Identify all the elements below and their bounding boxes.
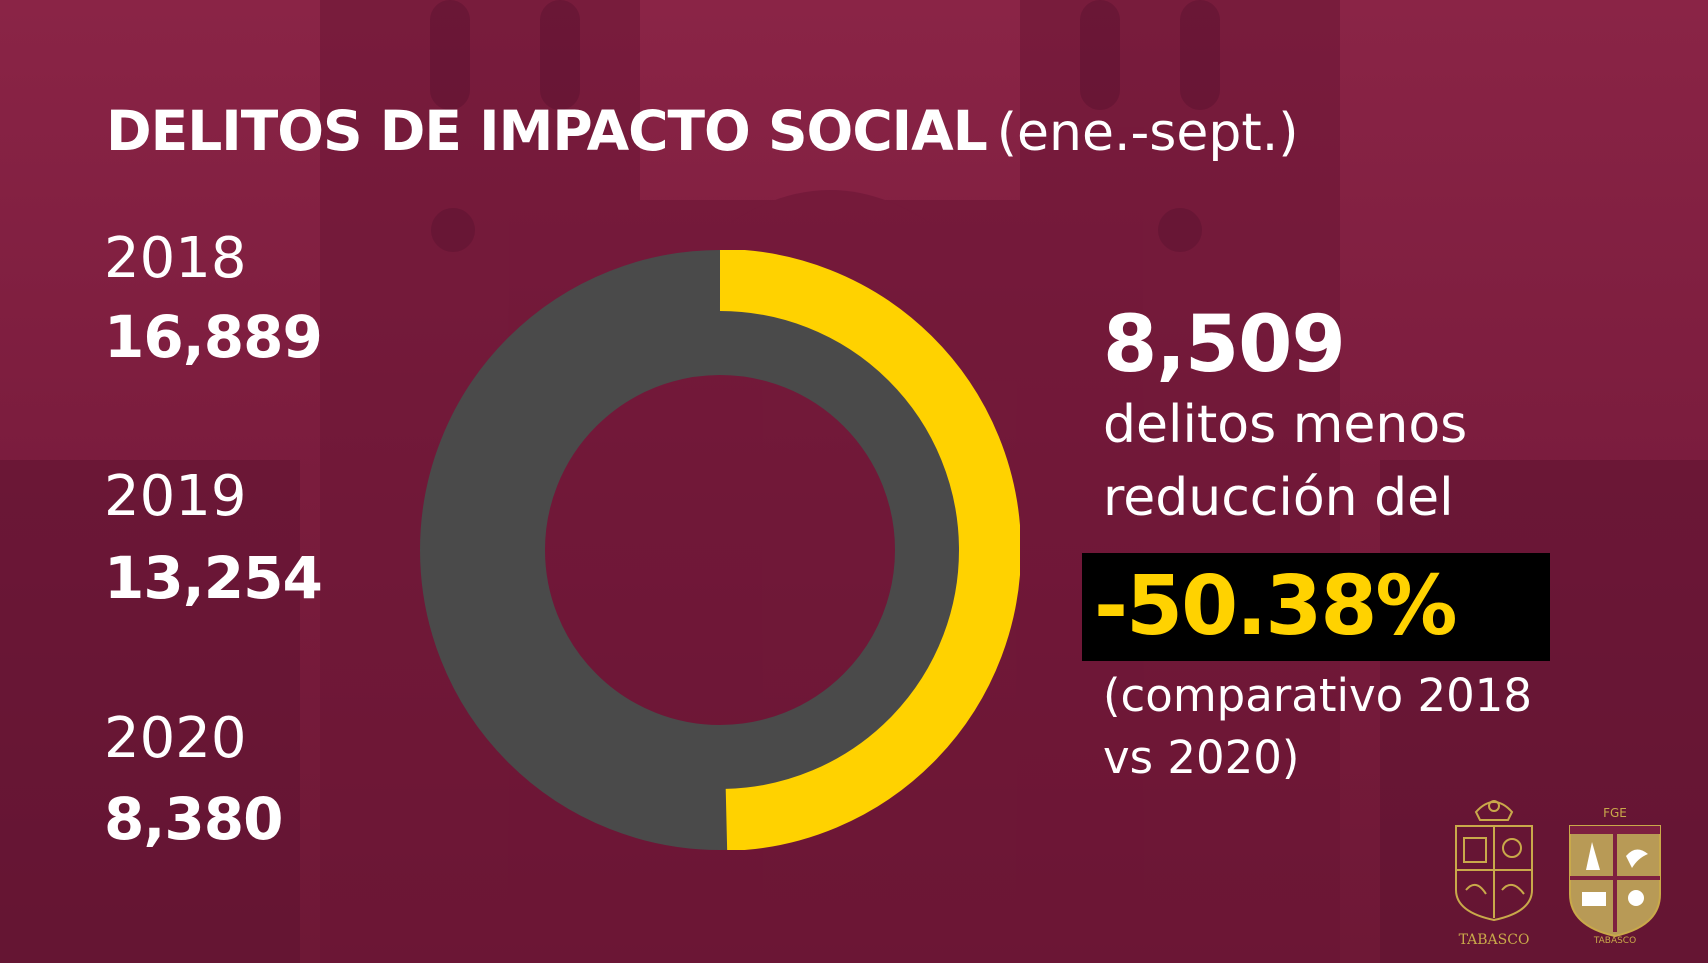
state-seal-icon — [1455, 800, 1533, 922]
reduction-percent: -50.38% — [1094, 559, 1458, 654]
fge-logo: FGE TABASCO — [1566, 806, 1664, 948]
fge-shield-icon — [1569, 825, 1661, 938]
year-label-2020: 2020 — [104, 706, 247, 771]
year-label-2019: 2019 — [104, 464, 247, 529]
donut-ring-background — [420, 250, 1020, 850]
donut-ring-value — [719, 250, 1020, 850]
count-2019: 13,254 — [104, 544, 323, 612]
comparison-note-line1: (comparativo 2018 — [1103, 669, 1533, 722]
difference-value: 8,509 — [1103, 300, 1346, 390]
percent-highlight-box — [1082, 553, 1550, 661]
title-period: (ene.-sept.) — [996, 103, 1299, 163]
left-logo-caption: TABASCO — [1458, 932, 1530, 948]
donut-chart — [420, 250, 1020, 850]
title-main: DELITOS DE IMPACTO SOCIAL — [106, 99, 988, 163]
year-label-2018: 2018 — [104, 226, 247, 291]
difference-label: delitos menos — [1103, 395, 1468, 455]
count-2020: 8,380 — [104, 785, 283, 853]
reduction-label: reducción del — [1103, 468, 1454, 528]
page-title: DELITOS DE IMPACTO SOCIAL (ene.-sept.) — [106, 96, 1299, 168]
fge-label: FGE — [1603, 806, 1627, 820]
count-2018: 16,889 — [104, 303, 323, 371]
right-logo-caption: TABASCO — [1593, 936, 1637, 946]
comparison-note-line2: vs 2020) — [1103, 731, 1300, 784]
tabasco-state-logo: TABASCO — [1446, 790, 1542, 950]
